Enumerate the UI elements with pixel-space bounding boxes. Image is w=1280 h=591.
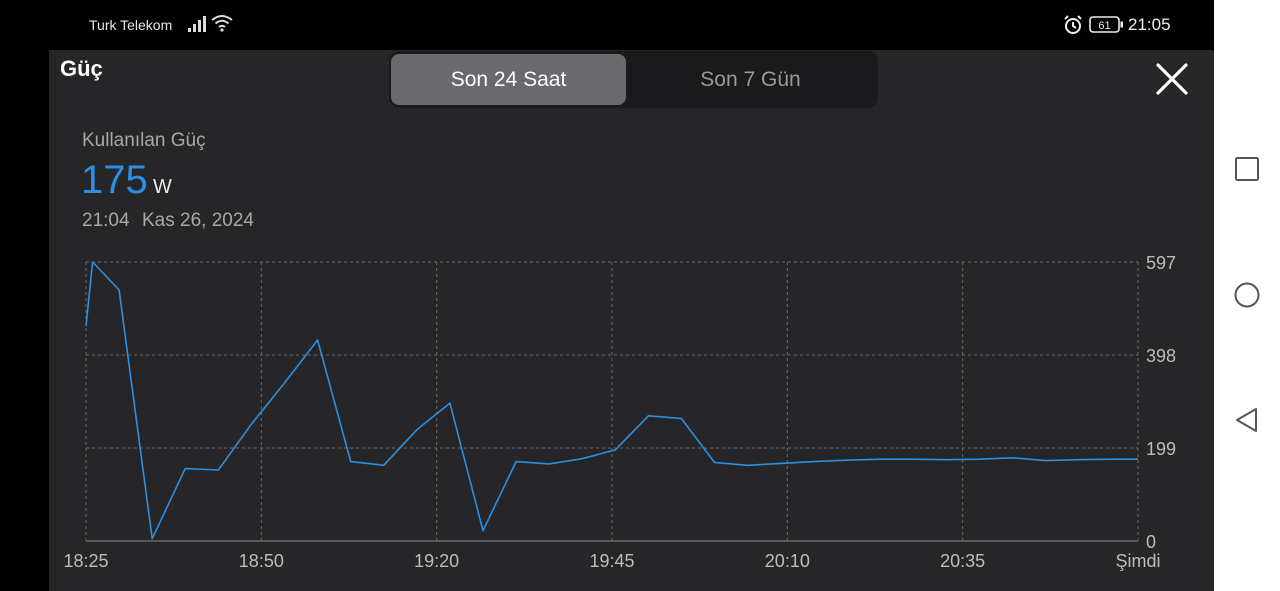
- close-icon[interactable]: [1155, 62, 1189, 96]
- x-tick-label: 18:50: [239, 551, 284, 571]
- metric-unit: W: [153, 176, 172, 198]
- power-series-line: [85, 261, 1138, 540]
- carrier-name: Turk Telekom: [89, 17, 173, 33]
- tab-last-7-days[interactable]: Son 7 Gün: [700, 67, 801, 91]
- back-icon[interactable]: [1234, 407, 1260, 433]
- status-clock: 21:05: [1128, 15, 1171, 34]
- y-tick-label: 597: [1146, 253, 1176, 273]
- y-tick-label: 0: [1146, 532, 1156, 552]
- x-tick-label: Şimdi: [1115, 551, 1160, 571]
- x-tick-label: 20:10: [765, 551, 810, 571]
- navigation-bar: [1214, 0, 1280, 591]
- wifi-icon: [211, 15, 233, 32]
- x-tick-label: 20:35: [940, 551, 985, 571]
- panel-title: Güç: [60, 56, 103, 81]
- battery-icon: 61: [1089, 16, 1123, 33]
- metric-label: Kullanılan Güç: [82, 130, 206, 151]
- home-icon[interactable]: [1234, 282, 1260, 308]
- signal-icon: [188, 16, 206, 32]
- tab-last-24-hours[interactable]: Son 24 Saat: [391, 54, 626, 105]
- status-bar: Turk Telekom 61 21:05: [0, 0, 1214, 50]
- power-line-chart: 597 398 199 0 18:25 18:50 19:20 19:45 20:10 20:35…: [63, 253, 1176, 571]
- metric-value: 175: [81, 158, 148, 202]
- x-tick-label: 19:45: [589, 551, 634, 571]
- metric-date: Kas 26, 2024: [142, 210, 254, 231]
- alarm-icon: [1064, 15, 1082, 34]
- battery-level: 61: [1098, 20, 1110, 32]
- power-panel: Güç Son 24 Saat Son 7 Gün Kullanılan Güç…: [49, 50, 1214, 591]
- x-tick-label: 18:25: [63, 551, 108, 571]
- y-tick-label: 199: [1146, 439, 1176, 459]
- range-tabs: Son 24 Saat Son 7 Gün: [389, 51, 878, 108]
- y-tick-label: 398: [1146, 346, 1176, 366]
- metric-time: 21:04: [82, 210, 130, 231]
- x-tick-label: 19:20: [414, 551, 459, 571]
- recent-apps-icon[interactable]: [1234, 156, 1260, 182]
